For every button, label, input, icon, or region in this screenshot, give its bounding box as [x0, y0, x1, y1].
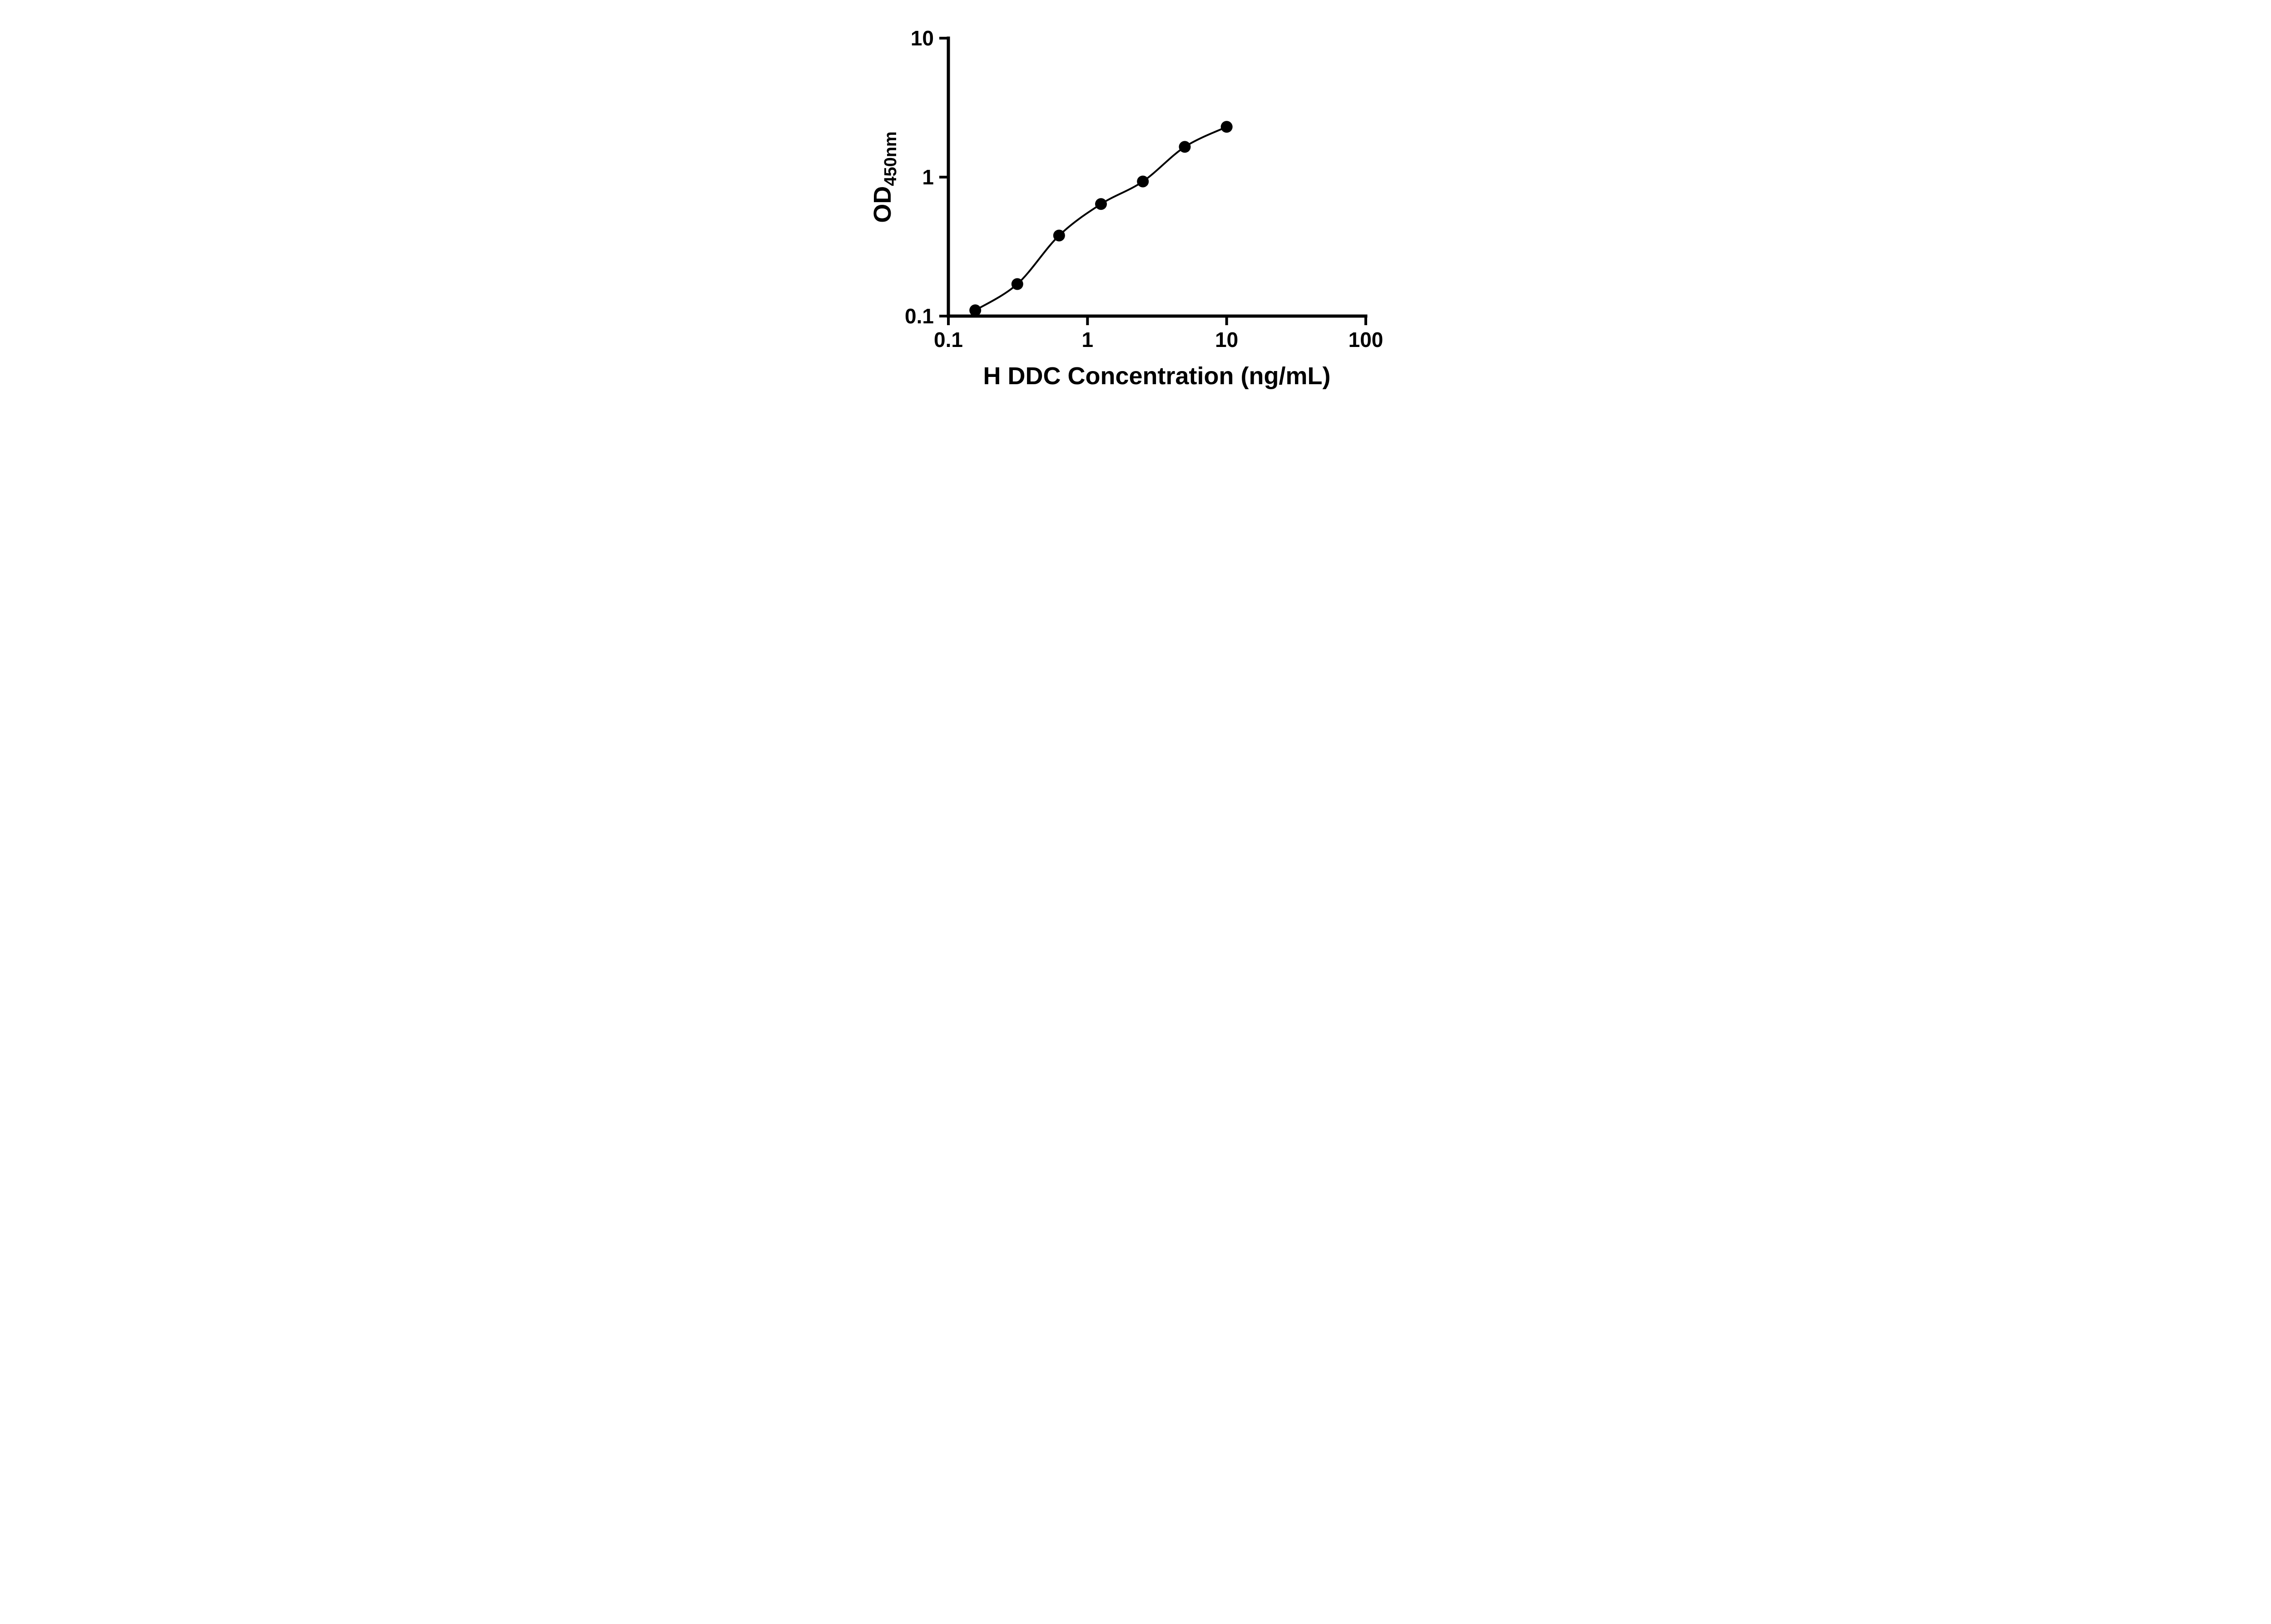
data-point [969, 304, 982, 317]
data-point [1137, 175, 1149, 188]
data-point [1011, 278, 1023, 290]
chart-canvas: 0.1 1 10 100 10 1 0.1 H DDC Concentration (ng/… [869, 26, 1383, 390]
plot-area: 0.1 1 10 100 10 1 0.1 [905, 26, 1383, 352]
x-tick-label: 1 [1082, 328, 1094, 352]
data-point [1053, 229, 1065, 242]
y-tick-label: 10 [911, 26, 934, 50]
x-tick-label: 0.1 [934, 328, 963, 352]
x-axis-title: H DDC Concentration (ng/mL) [983, 362, 1331, 390]
y-tick-label: 1 [922, 165, 934, 189]
y-axis-title-main: OD [869, 186, 896, 223]
elisa-standard-curve-figure: 0.1 1 10 100 10 1 0.1 H DDC Concentration (ng/… [851, 0, 1420, 406]
x-tick-label: 100 [1349, 328, 1383, 352]
axes [947, 36, 1368, 318]
data-point [1220, 121, 1233, 133]
y-tick-label: 0.1 [905, 304, 934, 328]
data-point [1179, 141, 1191, 153]
data-point [1095, 198, 1107, 210]
x-tick-label: 10 [1215, 328, 1238, 352]
y-axis-title-subscript: 450nm [881, 131, 900, 186]
y-axis-title: OD450nm [869, 131, 900, 223]
